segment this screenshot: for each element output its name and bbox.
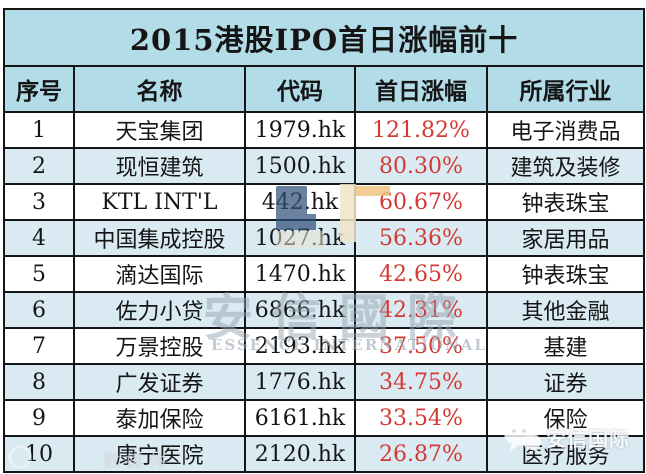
cell-code: 1500.hk <box>244 147 356 185</box>
table-header-row: 序号 名称 代码 首日涨幅 所属行业 <box>3 65 646 113</box>
cell-gain: 121.82% <box>354 111 488 149</box>
header-gain: 首日涨幅 <box>354 65 488 113</box>
cell-industry: 钟表珠宝 <box>485 183 646 221</box>
table-row: 7 万景控股 2193.hk 37.50% 基建 <box>3 327 646 365</box>
header-name: 名称 <box>73 65 246 113</box>
cell-industry: 医疗服务 <box>485 435 646 473</box>
cell-rank: 8 <box>3 363 75 401</box>
cell-industry: 建筑及装修 <box>485 147 646 185</box>
cell-name: 泰加保险 <box>73 399 246 437</box>
table-row: 5 滴达国际 1470.hk 42.65% 钟表珠宝 <box>3 255 646 293</box>
cell-name: 中国集成控股 <box>73 219 246 257</box>
cell-code: 442.hk <box>244 183 356 221</box>
cell-rank: 10 <box>3 435 75 473</box>
page-title: 2015港股IPO首日涨幅前十 <box>2 8 646 67</box>
cell-code: 1979.hk <box>244 111 356 149</box>
title-row: 2015港股IPO首日涨幅前十 <box>2 8 646 67</box>
cell-name: 佐力小贷 <box>73 291 246 329</box>
cell-gain: 42.65% <box>354 255 488 293</box>
cell-name: 滴达国际 <box>73 255 246 293</box>
table-body: 1 天宝集团 1979.hk 121.82% 电子消费品 2 现恒建筑 1500.hk 80.3… <box>3 111 646 473</box>
cell-rank: 9 <box>3 399 75 437</box>
table-row: 1 天宝集团 1979.hk 121.82% 电子消费品 <box>3 111 646 149</box>
cell-industry: 其他金融 <box>485 291 646 329</box>
cell-gain: 80.30% <box>354 147 488 185</box>
cell-industry: 电子消费品 <box>485 111 646 149</box>
cell-rank: 6 <box>3 291 75 329</box>
cell-gain: 26.87% <box>354 435 488 473</box>
table-row: 3 KTL INT'L 442.hk 60.67% 钟表珠宝 <box>3 183 646 221</box>
cell-code: 1776.hk <box>244 363 356 401</box>
cell-code: 2120.hk <box>244 435 356 473</box>
cell-rank: 5 <box>3 255 75 293</box>
cell-gain: 34.75% <box>354 363 488 401</box>
cell-rank: 2 <box>3 147 75 185</box>
cell-name: 现恒建筑 <box>73 147 246 185</box>
table-row: 2 现恒建筑 1500.hk 80.30% 建筑及装修 <box>3 147 646 185</box>
cell-industry: 家居用品 <box>485 219 646 257</box>
cell-code: 6866.hk <box>244 291 356 329</box>
cell-rank: 7 <box>3 327 75 365</box>
table-row: 4 中国集成控股 1027.hk 56.36% 家居用品 <box>3 219 646 257</box>
ipo-gains-table: 2015港股IPO首日涨幅前十 序号 名称 代码 首日涨幅 所属行业 1 天宝集团… <box>2 8 646 473</box>
cell-gain: 37.50% <box>354 327 488 365</box>
cell-industry: 钟表珠宝 <box>485 255 646 293</box>
cell-code: 1027.hk <box>244 219 356 257</box>
cell-industry: 证券 <box>485 363 646 401</box>
table-row: 10 康宁医院 2120.hk 26.87% 医疗服务 <box>3 435 646 473</box>
table-row: 9 泰加保险 6161.hk 33.54% 保险 <box>3 399 646 437</box>
header-code: 代码 <box>244 65 356 113</box>
cell-gain: 42.31% <box>354 291 488 329</box>
cell-code: 6161.hk <box>244 399 356 437</box>
cell-code: 2193.hk <box>244 327 356 365</box>
header-industry: 所属行业 <box>485 65 646 113</box>
cell-gain: 56.36% <box>354 219 488 257</box>
table-row: 6 佐力小贷 6866.hk 42.31% 其他金融 <box>3 291 646 329</box>
cell-gain: 33.54% <box>354 399 488 437</box>
cell-name: 康宁医院 <box>73 435 246 473</box>
cell-industry: 保险 <box>485 399 646 437</box>
cell-rank: 3 <box>3 183 75 221</box>
cell-code: 1470.hk <box>244 255 356 293</box>
table-row: 8 广发证券 1776.hk 34.75% 证券 <box>3 363 646 401</box>
cell-gain: 60.67% <box>354 183 488 221</box>
cell-name: 天宝集团 <box>73 111 246 149</box>
cell-rank: 4 <box>3 219 75 257</box>
header-rank: 序号 <box>3 65 75 113</box>
cell-name: 万景控股 <box>73 327 246 365</box>
cell-rank: 1 <box>3 111 75 149</box>
cell-name: KTL INT'L <box>73 183 246 221</box>
cell-name: 广发证券 <box>73 363 246 401</box>
cell-industry: 基建 <box>485 327 646 365</box>
